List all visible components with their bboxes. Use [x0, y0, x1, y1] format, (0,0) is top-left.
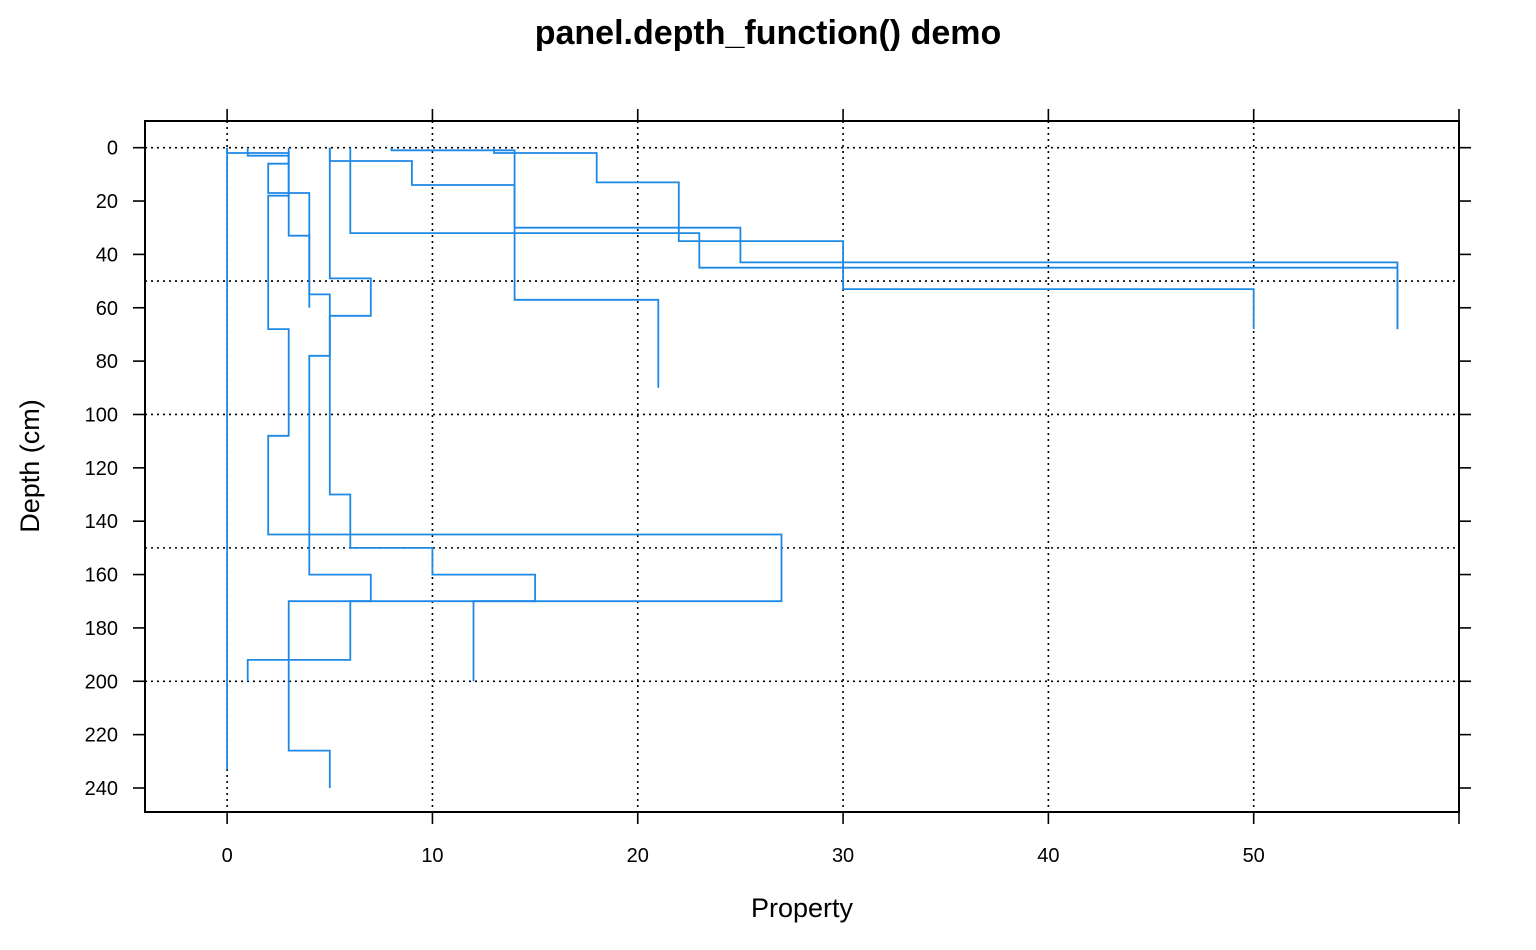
- y-tick-label: 20: [96, 191, 118, 213]
- x-tick-label: 0: [222, 845, 233, 867]
- x-axis-label: Property: [751, 893, 854, 923]
- depth-profiles: [226, 147, 1399, 788]
- axis-ticks: [133, 109, 1471, 824]
- x-tick-label: 50: [1243, 845, 1265, 867]
- x-tick-label: 10: [421, 845, 443, 867]
- chart-title: panel.depth_function() demo: [535, 14, 1002, 52]
- y-axis-label: Depth (cm): [15, 399, 45, 533]
- grid-lines: [145, 121, 1460, 812]
- x-tick-label: 30: [832, 845, 854, 867]
- y-tick-label: 60: [96, 298, 118, 320]
- profile-line-6: [328, 147, 660, 388]
- y-tick-label: 80: [96, 351, 118, 373]
- y-tick-label: 160: [85, 565, 118, 587]
- y-tick-label: 200: [85, 671, 118, 693]
- x-tick-label: 40: [1037, 845, 1059, 867]
- y-tick-label: 100: [85, 404, 118, 426]
- plot-frame: [144, 120, 1460, 813]
- profile-line-9: [246, 147, 372, 682]
- x-tick-labels: 0 10 20 30 40 50: [222, 845, 1265, 867]
- y-tick-label: 220: [85, 725, 118, 747]
- y-tick-label: 40: [96, 244, 118, 266]
- profile-line-3: [493, 147, 1255, 330]
- y-tick-label: 0: [107, 138, 118, 160]
- profile-line-7: [328, 147, 536, 682]
- x-tick-label: 20: [627, 845, 649, 867]
- profile-line-1: [226, 147, 311, 308]
- y-tick-label: 180: [85, 618, 118, 640]
- profile-line-4: [390, 147, 1399, 330]
- y-tick-label: 120: [85, 458, 118, 480]
- y-tick-label: 140: [85, 511, 118, 533]
- y-tick-label: 240: [85, 778, 118, 800]
- profile-line-5: [349, 147, 1399, 330]
- y-tick-labels: 0 20 40 60 80 100 120 140 160 180 200 220 240: [85, 138, 118, 800]
